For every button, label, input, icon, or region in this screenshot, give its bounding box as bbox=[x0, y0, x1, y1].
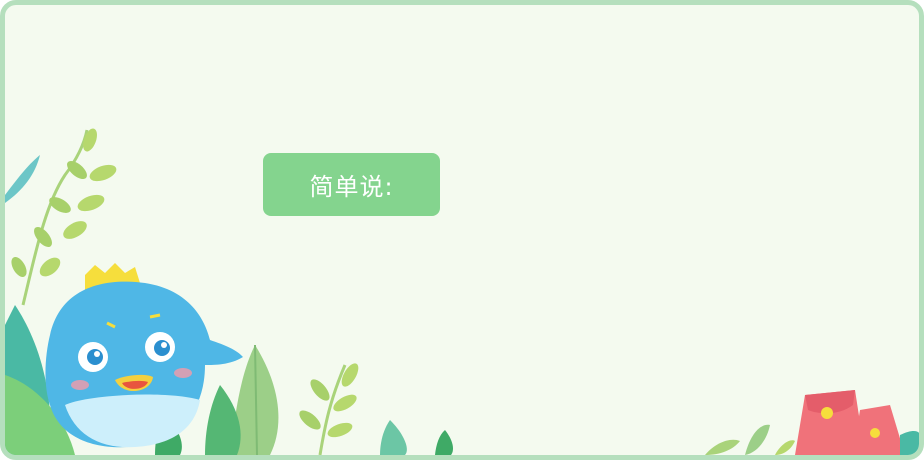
vine-illustration bbox=[5, 128, 117, 306]
intro-label: 简单说: bbox=[263, 153, 440, 216]
red-envelopes-illustration bbox=[705, 390, 919, 455]
decorative-scene bbox=[5, 128, 919, 455]
sprig-illustration bbox=[299, 363, 453, 455]
mascot-illustration bbox=[45, 263, 243, 448]
